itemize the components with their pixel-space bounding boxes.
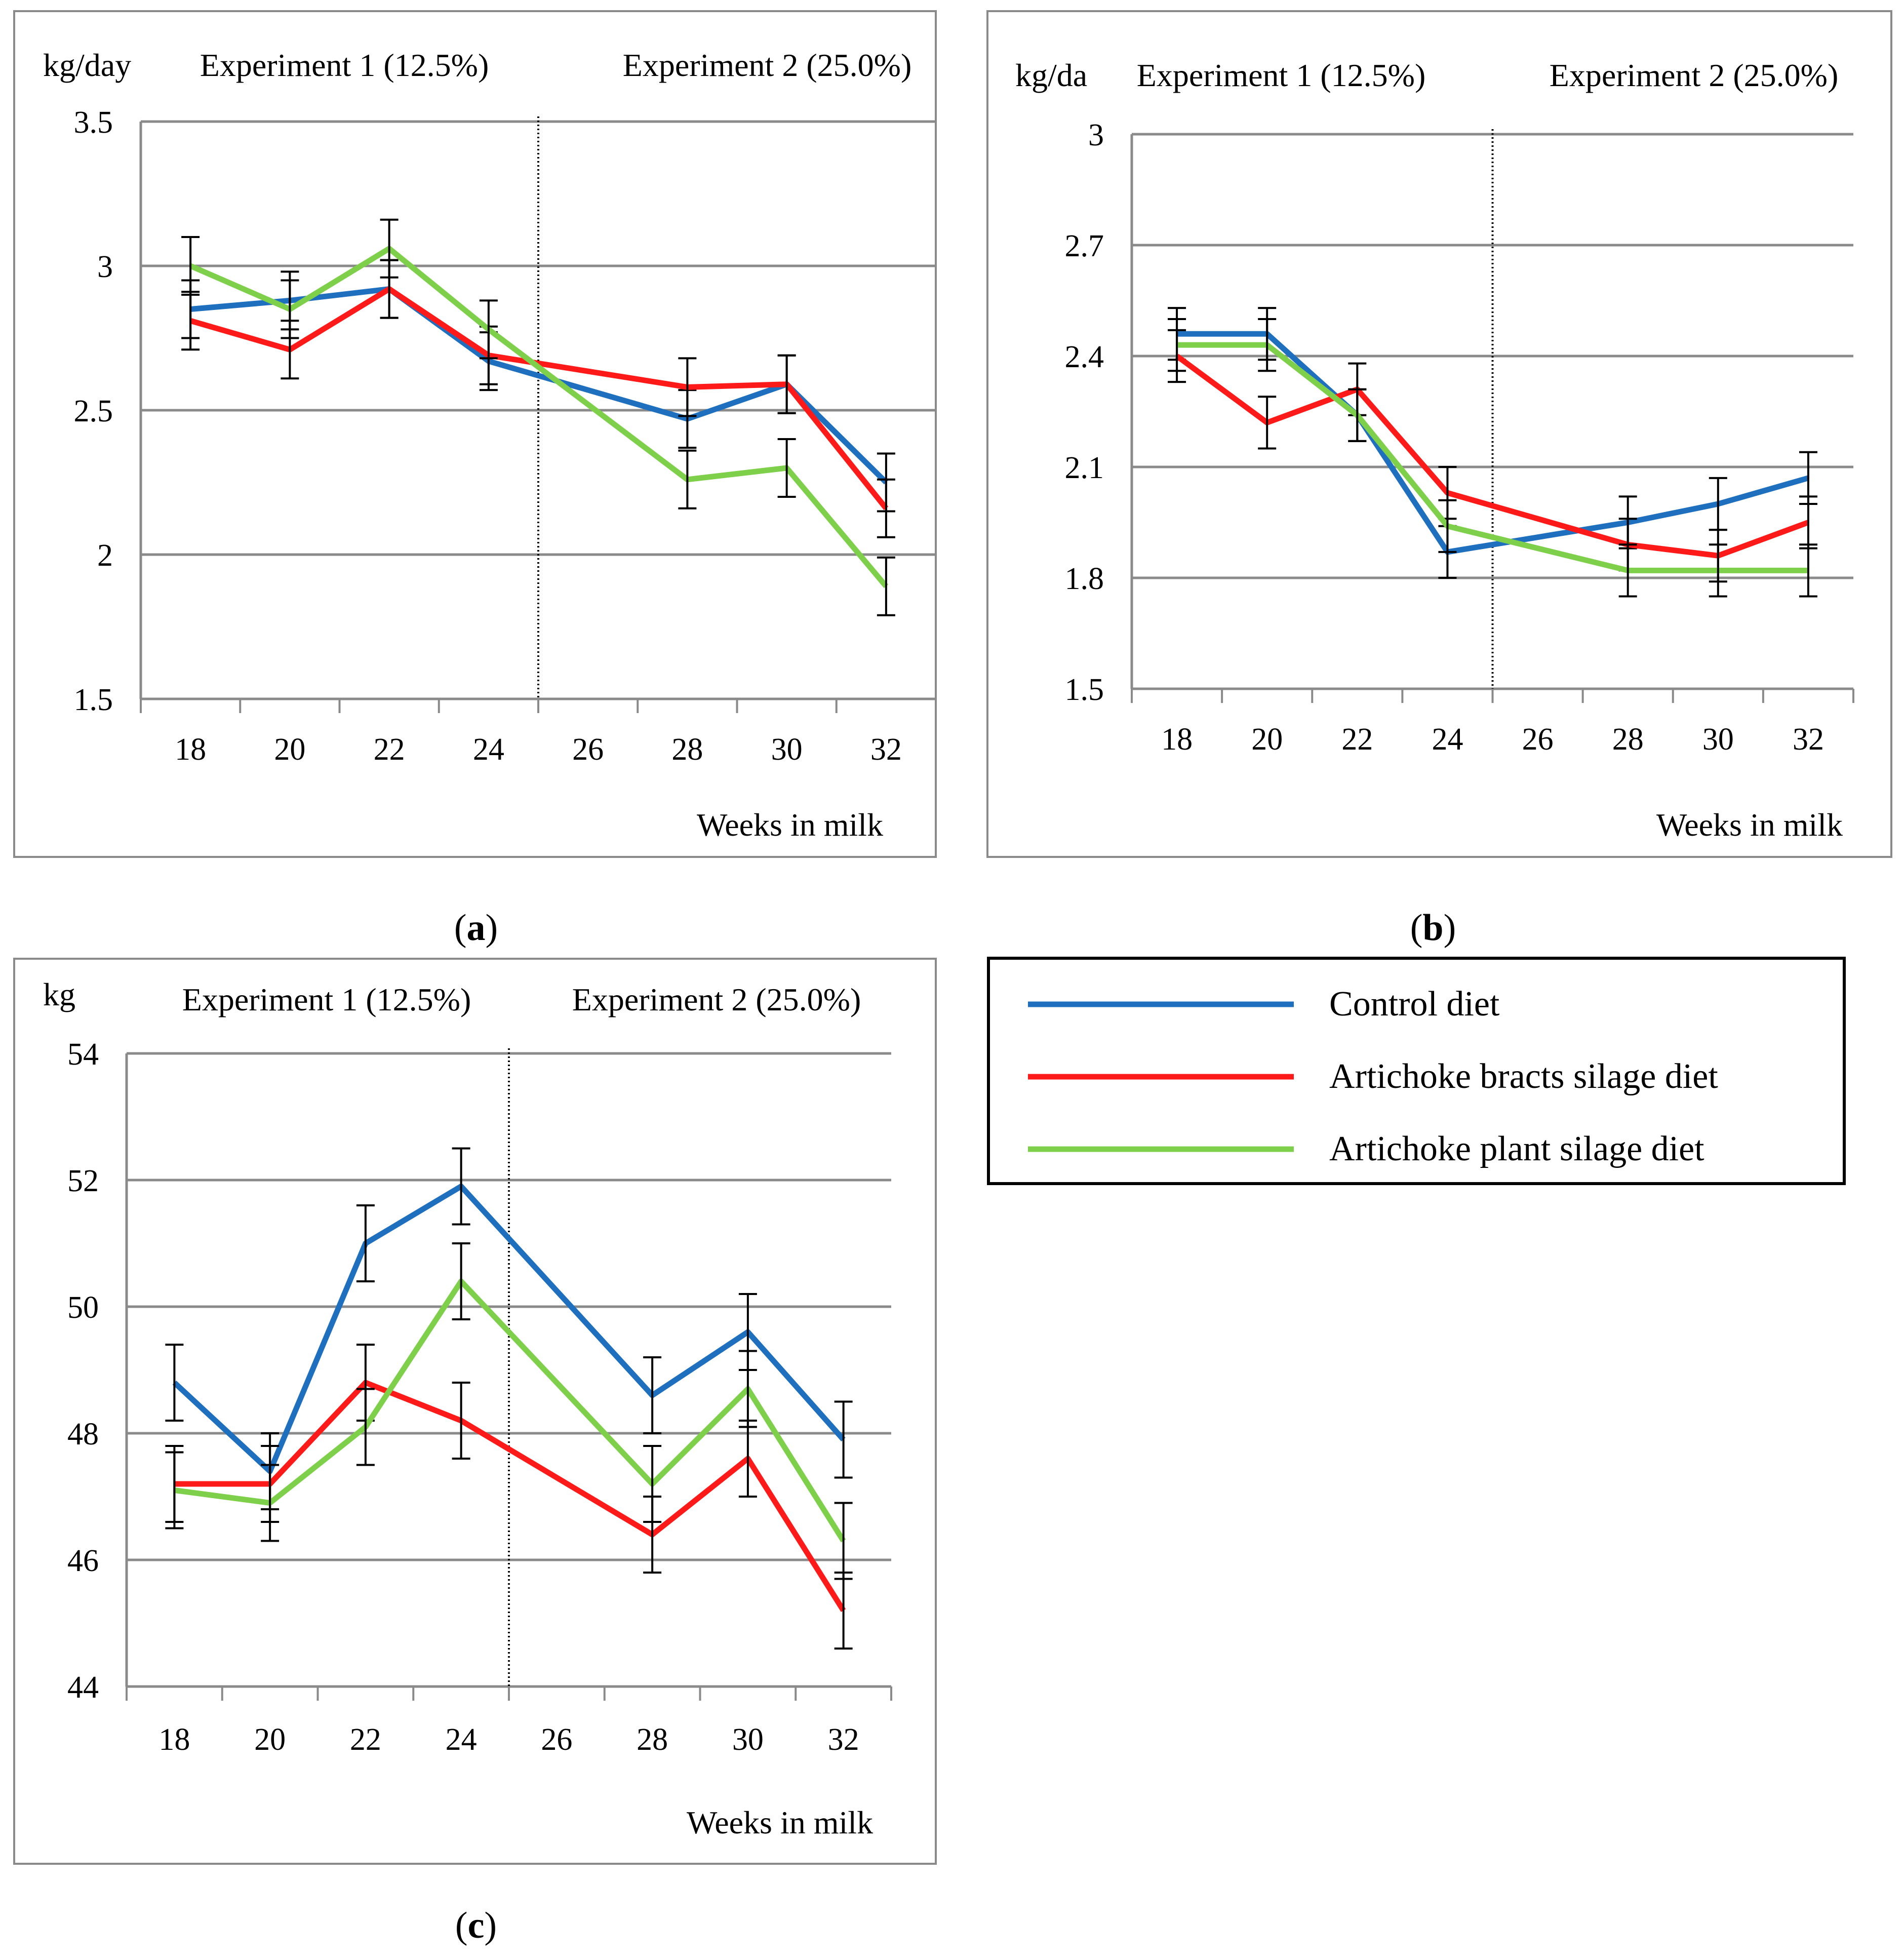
chart-b: 1.5 1.8 2.1 2.4 2.7 3 18 20 22 24 26 28 30 32 kg/da Exp… — [986, 10, 1892, 858]
y-tick-label: 3 — [97, 250, 113, 284]
y-tick-label: 52 — [67, 1164, 99, 1198]
x-tick-label: 30 — [1702, 722, 1734, 757]
x-axis-label: Weeks in milk — [1656, 807, 1843, 843]
x-tick-label: 32 — [1793, 722, 1824, 757]
y-tick-label: 3 — [1088, 118, 1104, 152]
y-tick-label: 2 — [97, 538, 113, 573]
x-tick-label: 22 — [374, 732, 405, 767]
y-axis-label: kg — [43, 976, 75, 1012]
caption-c-letter: c — [467, 1905, 485, 1946]
x-tick-label: 22 — [1341, 722, 1373, 757]
x-tick-label: 28 — [671, 732, 703, 767]
y-tick-label: 46 — [67, 1544, 99, 1578]
x-axis-label: Weeks in milk — [697, 807, 883, 843]
experiment-2-label: Experiment 2 (25.0%) — [623, 47, 912, 83]
x-tick-label: 18 — [175, 732, 206, 767]
legend-label-2: Artichoke bracts silage diet — [1329, 1057, 1718, 1096]
x-tick-label: 32 — [870, 732, 902, 767]
chart-frame — [13, 958, 937, 1865]
x-tick-label: 26 — [541, 1722, 572, 1757]
y-tick-label: 2.4 — [1065, 340, 1104, 374]
y-tick-label: 1.5 — [74, 683, 113, 717]
x-tick-label: 20 — [274, 732, 305, 767]
y-tick-label: 2.1 — [1065, 451, 1104, 485]
caption-c: (c) — [455, 1905, 497, 1946]
legend-label-3: Artichoke plant silage diet — [1329, 1129, 1704, 1168]
y-tick-label: 1.8 — [1065, 562, 1104, 596]
legend-frame — [987, 957, 1846, 1185]
x-tick-label: 24 — [473, 732, 504, 767]
x-tick-label: 18 — [1161, 722, 1193, 757]
legend-label-1: Control diet — [1329, 985, 1500, 1024]
x-tick-label: 30 — [732, 1722, 764, 1757]
experiment-1-label: Experiment 1 (12.5%) — [1137, 57, 1426, 93]
y-axis-label: kg/da — [1015, 57, 1087, 93]
legend: Control diet Artichoke bracts silage diet… — [987, 957, 1846, 1185]
y-tick-label: 2.5 — [74, 394, 113, 428]
x-tick-label: 32 — [828, 1722, 859, 1757]
experiment-2-label: Experiment 2 (25.0%) — [1550, 57, 1839, 93]
x-tick-label: 18 — [158, 1722, 190, 1757]
y-tick-label: 54 — [67, 1037, 99, 1072]
y-tick-label: 2.7 — [1065, 229, 1104, 263]
x-tick-label: 30 — [771, 732, 803, 767]
experiment-1-label: Experiment 1 (12.5%) — [200, 47, 489, 83]
caption-a-letter: a — [466, 907, 486, 949]
experiment-2-label: Experiment 2 (25.0%) — [572, 982, 861, 1017]
caption-b-letter: b — [1422, 907, 1444, 949]
chart-frame — [986, 10, 1892, 858]
chart-frame — [13, 10, 937, 858]
y-tick-label: 44 — [67, 1670, 99, 1705]
caption-a: (a) — [454, 907, 498, 949]
chart-c: 44 46 48 50 52 54 18 20 22 24 26 28 30 32 kg Experiment… — [13, 958, 937, 1865]
x-tick-label: 24 — [446, 1722, 477, 1757]
y-tick-label: 48 — [67, 1417, 99, 1452]
x-tick-label: 24 — [1432, 722, 1463, 757]
y-tick-label: 3.5 — [74, 105, 113, 140]
x-tick-label: 20 — [1251, 722, 1283, 757]
x-tick-label: 26 — [1522, 722, 1554, 757]
caption-b: (b) — [1410, 907, 1456, 949]
y-axis-label: kg/day — [43, 47, 131, 83]
x-axis-label: Weeks in milk — [687, 1805, 873, 1840]
x-tick-label: 26 — [572, 732, 604, 767]
x-tick-label: 28 — [637, 1722, 668, 1757]
x-tick-label: 28 — [1612, 722, 1644, 757]
x-tick-label: 22 — [350, 1722, 381, 1757]
x-tick-label: 20 — [254, 1722, 286, 1757]
y-tick-label: 1.5 — [1065, 673, 1104, 707]
y-tick-label: 50 — [67, 1290, 99, 1325]
experiment-1-label: Experiment 1 (12.5%) — [182, 982, 471, 1017]
chart-a: 1.5 2 2.5 3 3.5 18 20 22 24 26 28 30 32 kg/day Experim… — [13, 10, 937, 858]
